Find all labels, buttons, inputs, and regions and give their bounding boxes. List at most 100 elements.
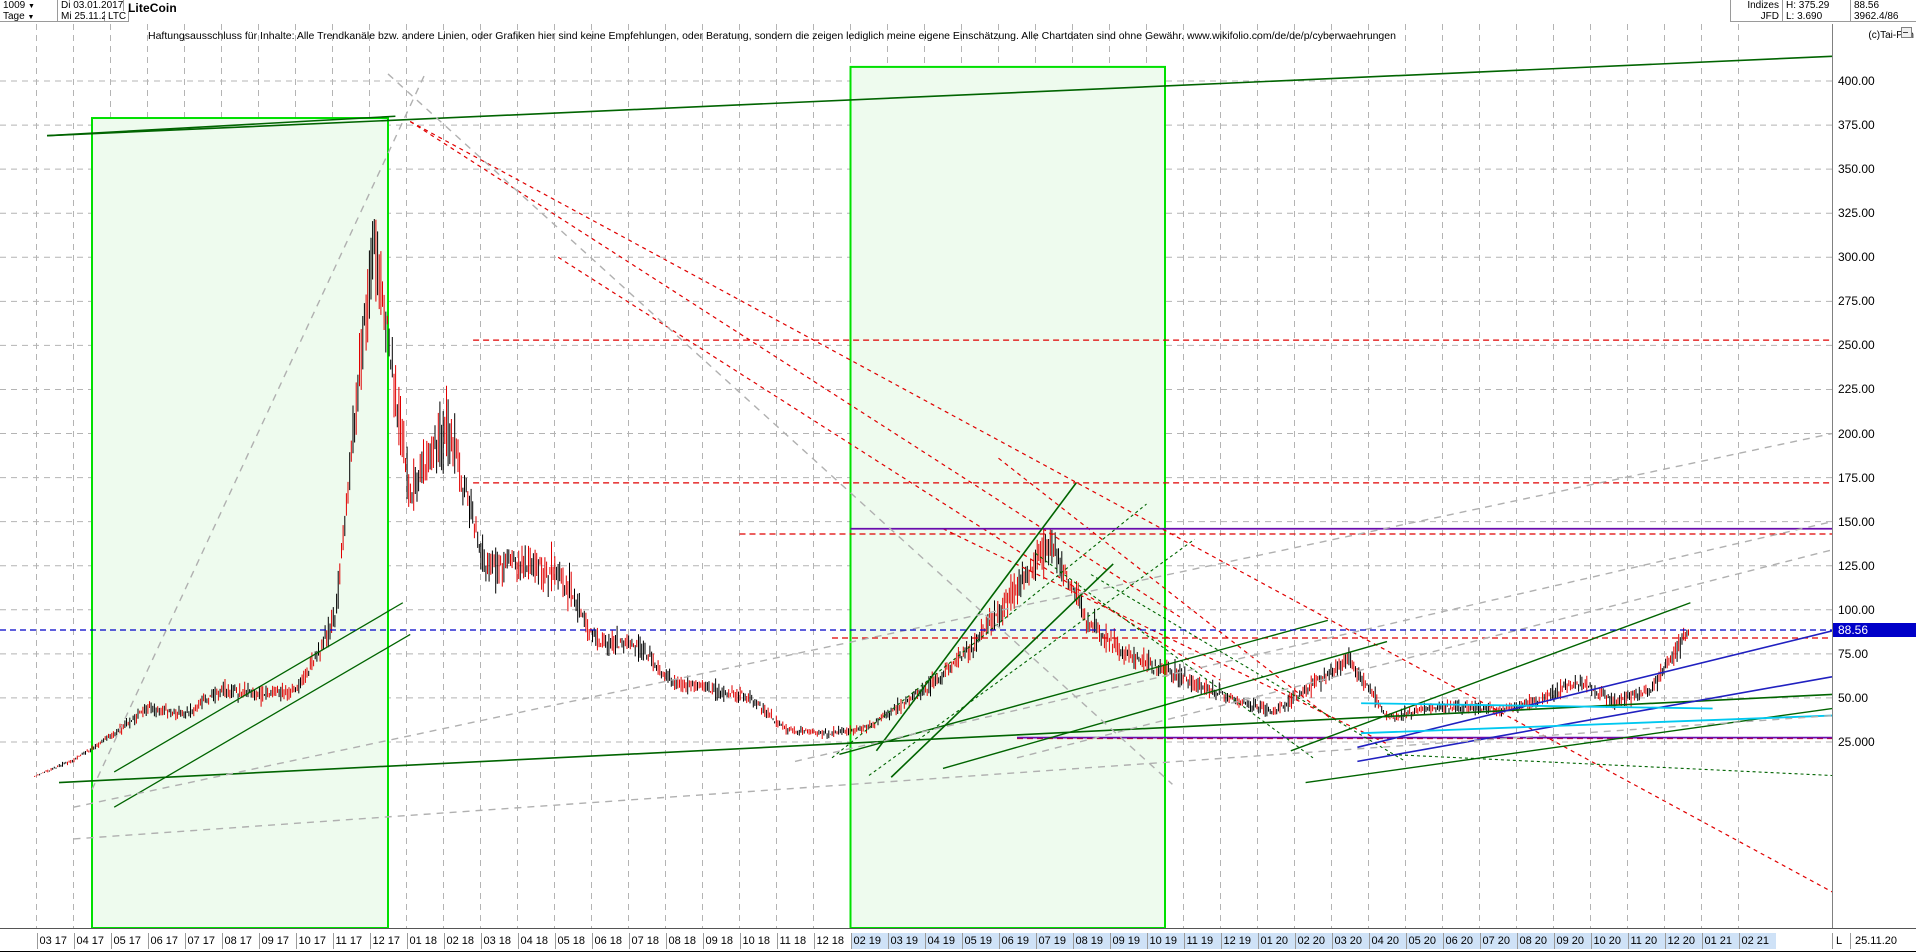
tick-year: 17 bbox=[91, 935, 104, 947]
tick-year: 19 bbox=[1127, 935, 1140, 947]
tick-year: 19 bbox=[1238, 935, 1251, 947]
date-axis-tick[interactable]: 08 18 bbox=[665, 933, 703, 949]
tick-month: 09 bbox=[1112, 935, 1125, 947]
date-axis-tick[interactable]: 09 20 bbox=[1553, 933, 1591, 949]
date-axis-tick[interactable]: 07 18 bbox=[628, 933, 666, 949]
price-axis-label: 175.00 bbox=[1838, 470, 1875, 485]
chevron-down-icon: ▼ bbox=[28, 3, 35, 10]
date-axis-tick[interactable]: 02 19 bbox=[850, 933, 888, 949]
tick-year: 17 bbox=[313, 935, 326, 947]
date-axis-tick[interactable]: 01 20 bbox=[1257, 933, 1295, 949]
date-axis-tick[interactable]: 04 18 bbox=[517, 933, 555, 949]
tick-year: 20 bbox=[1644, 935, 1658, 947]
date-axis-tick[interactable]: 12 17 bbox=[369, 933, 407, 949]
tick-month: 01 bbox=[409, 935, 422, 947]
date-axis-tick[interactable]: 10 20 bbox=[1590, 933, 1628, 949]
date-axis-tick[interactable]: 11 17 bbox=[332, 933, 370, 949]
date-axis-tick[interactable]: 11 20 bbox=[1627, 933, 1665, 949]
price-axis-label: 25.000 bbox=[1838, 735, 1875, 749]
tick-year: 18 bbox=[609, 935, 622, 947]
date-axis-tick[interactable]: 11 18 bbox=[776, 933, 814, 949]
date-axis-tick[interactable]: 05 20 bbox=[1405, 933, 1443, 949]
tick-year: 20 bbox=[1460, 935, 1473, 947]
tick-year: 21 bbox=[1756, 935, 1769, 947]
tick-year: 19 bbox=[1053, 935, 1066, 947]
date-to-field[interactable]: Mi 25.11.2020 bbox=[58, 11, 124, 22]
tick-year: 18 bbox=[424, 935, 437, 947]
chart-plot-area[interactable] bbox=[0, 24, 1832, 928]
date-axis-tick[interactable]: 05 19 bbox=[961, 933, 999, 949]
tick-month: 11 bbox=[1186, 935, 1198, 947]
tick-month: 07 bbox=[187, 935, 200, 947]
date-axis-tick[interactable]: 01 18 bbox=[406, 933, 444, 949]
price-axis-label: 50.00 bbox=[1838, 690, 1869, 705]
date-axis-tick[interactable]: 11 19 bbox=[1183, 933, 1221, 949]
date-axis-tick[interactable]: 08 20 bbox=[1516, 933, 1554, 949]
date-axis-tick[interactable]: 08 17 bbox=[221, 933, 259, 949]
date-axis-tick[interactable]: 09 19 bbox=[1109, 933, 1147, 949]
date-axis-tick[interactable]: 10 18 bbox=[739, 933, 777, 949]
tick-month: 08 bbox=[1519, 935, 1532, 947]
price-axis-label: 250.00 bbox=[1838, 338, 1875, 353]
date-axis-tick[interactable]: 02 18 bbox=[443, 933, 481, 949]
date-axis-tick[interactable]: 06 17 bbox=[147, 933, 185, 949]
date-axis-tick[interactable]: 09 17 bbox=[258, 933, 296, 949]
broker-label: JFD bbox=[1730, 11, 1782, 22]
date-axis-tick[interactable]: 12 18 bbox=[813, 933, 851, 949]
bars-count-value: 1009 bbox=[3, 0, 26, 11]
price-axis-label: 375.00 bbox=[1838, 118, 1875, 133]
ticker-field[interactable]: LTC bbox=[105, 11, 129, 22]
price-axis-label: 200.00 bbox=[1838, 426, 1875, 441]
collapse-panel-button[interactable] bbox=[1901, 27, 1912, 38]
date-axis-tick[interactable]: 12 20 bbox=[1664, 933, 1702, 949]
date-axis-tick[interactable]: 02 21 bbox=[1738, 933, 1776, 949]
tick-month: 08 bbox=[224, 935, 237, 947]
date-axis-tick[interactable]: 05 18 bbox=[554, 933, 592, 949]
date-axis-tick[interactable]: 12 19 bbox=[1220, 933, 1258, 949]
date-axis[interactable]: 03 17 04 17 05 17 06 17 07 17 08 17 09 17 10 17 11 17 12 17… bbox=[0, 928, 1916, 952]
tick-month: 12 bbox=[372, 935, 385, 947]
date-axis-tick[interactable]: 08 19 bbox=[1072, 933, 1110, 949]
date-from-field[interactable]: Di 03.01.2017 bbox=[58, 0, 124, 11]
price-axis[interactable]: 400.00 375.00 350.00 325.00 300.00 275.00 250.… bbox=[1832, 24, 1916, 928]
date-axis-tick[interactable]: 06 20 bbox=[1442, 933, 1480, 949]
date-axis-tick[interactable]: 03 18 bbox=[480, 933, 518, 949]
bars-count-dropdown[interactable]: 1009 ▼ bbox=[0, 0, 58, 11]
tick-year: 18 bbox=[461, 935, 474, 947]
tick-year: 19 bbox=[1200, 935, 1214, 947]
tick-month: 09 bbox=[1556, 935, 1569, 947]
date-axis-tick[interactable]: 02 20 bbox=[1294, 933, 1332, 949]
date-axis-tick[interactable]: 04 19 bbox=[924, 933, 962, 949]
price-axis-label: 125.00 bbox=[1838, 558, 1875, 573]
overlay-green-dotted-2 bbox=[868, 538, 1195, 776]
tick-year: 17 bbox=[54, 935, 67, 947]
tick-year: 17 bbox=[349, 935, 363, 947]
interval-dropdown[interactable]: Tage ▼ bbox=[0, 11, 58, 22]
date-axis-tick[interactable]: 07 17 bbox=[184, 933, 222, 949]
date-axis-tick[interactable]: 07 20 bbox=[1479, 933, 1517, 949]
date-axis-tick[interactable]: 10 19 bbox=[1146, 933, 1184, 949]
tick-month: 08 bbox=[1075, 935, 1088, 947]
tick-year: 18 bbox=[498, 935, 511, 947]
overlay-long-term-uptrend-lower bbox=[58, 693, 1832, 784]
date-axis-tick[interactable]: 04 17 bbox=[73, 933, 111, 949]
date-axis-tick[interactable]: 06 19 bbox=[998, 933, 1036, 949]
date-axis-tick[interactable]: 03 20 bbox=[1331, 933, 1369, 949]
date-axis-tick[interactable]: 01 21 bbox=[1701, 933, 1739, 949]
overlay-cyan-rail-lower bbox=[1361, 714, 1832, 735]
date-axis-tick[interactable]: 03 19 bbox=[887, 933, 925, 949]
tick-month: 02 bbox=[1741, 935, 1754, 947]
date-axis-tick[interactable]: 09 18 bbox=[702, 933, 740, 949]
date-axis-tick[interactable]: 05 17 bbox=[110, 933, 148, 949]
date-axis-tick[interactable]: 10 17 bbox=[295, 933, 333, 949]
tick-year: 20 bbox=[1349, 935, 1362, 947]
date-axis-tick[interactable]: 04 20 bbox=[1368, 933, 1406, 949]
date-axis-tick[interactable]: 07 19 bbox=[1035, 933, 1073, 949]
session-low-label: L: 3.690 bbox=[1782, 11, 1850, 22]
tick-year: 20 bbox=[1571, 935, 1584, 947]
date-axis-tick[interactable]: 03 17 bbox=[36, 933, 74, 949]
tick-month: 09 bbox=[261, 935, 274, 947]
date-axis-tick[interactable]: 06 18 bbox=[591, 933, 629, 949]
overlay-2020-rising-2 bbox=[942, 640, 1388, 770]
tick-month: 06 bbox=[594, 935, 607, 947]
